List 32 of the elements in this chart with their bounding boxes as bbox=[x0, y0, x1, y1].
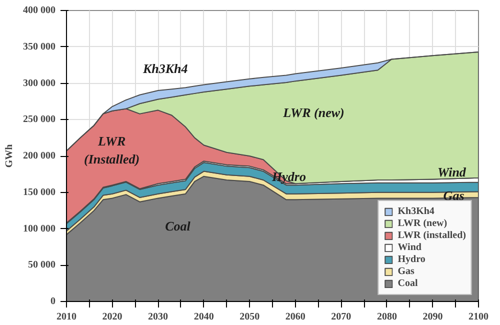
legend-label: Coal bbox=[398, 278, 418, 289]
legend-label: Wind bbox=[398, 242, 422, 253]
annotation: Wind bbox=[438, 164, 466, 180]
legend-label: Hydro bbox=[398, 254, 426, 265]
y-axis-title: GWh bbox=[4, 144, 15, 168]
y-tick-label: 50 000 bbox=[28, 260, 56, 271]
annotation: LWR (Installed) bbox=[84, 134, 140, 167]
legend-label: Gas bbox=[398, 266, 416, 277]
legend-label: Kh3Kh4 bbox=[398, 206, 434, 217]
x-tick-label: 2010 bbox=[56, 312, 76, 322]
annotation: Coal bbox=[165, 218, 191, 234]
x-tick-label: 2050 bbox=[240, 312, 260, 322]
x-tick-label: 2080 bbox=[376, 312, 397, 322]
legend-label: LWR (installed) bbox=[398, 230, 466, 241]
x-tick-label: 2070 bbox=[331, 312, 352, 322]
x-tick-label: 2100 bbox=[468, 312, 488, 322]
annotation: LWR (new) bbox=[282, 104, 344, 120]
legend-label: LWR (new) bbox=[398, 218, 448, 229]
x-tick-label: 2060 bbox=[285, 312, 306, 322]
x-tick-label: 2040 bbox=[194, 312, 214, 322]
y-tick-label: 400 000 bbox=[23, 5, 56, 16]
y-tick-label: 200 000 bbox=[23, 150, 56, 162]
x-tick-label: 2090 bbox=[422, 312, 443, 322]
x-tick-label: 2020 bbox=[102, 312, 122, 322]
x-tick-label: 2030 bbox=[148, 312, 168, 322]
y-tick-label: 350 000 bbox=[23, 41, 56, 52]
y-tick-label: 100 000 bbox=[23, 223, 56, 234]
y-tick-label: 150 000 bbox=[23, 186, 56, 198]
y-tick-label: 0 bbox=[50, 296, 56, 307]
annotation: Kh3Kh4 bbox=[142, 61, 188, 76]
y-tick-label: 300 000 bbox=[23, 78, 56, 89]
y-tick-label: 250 000 bbox=[23, 114, 56, 126]
